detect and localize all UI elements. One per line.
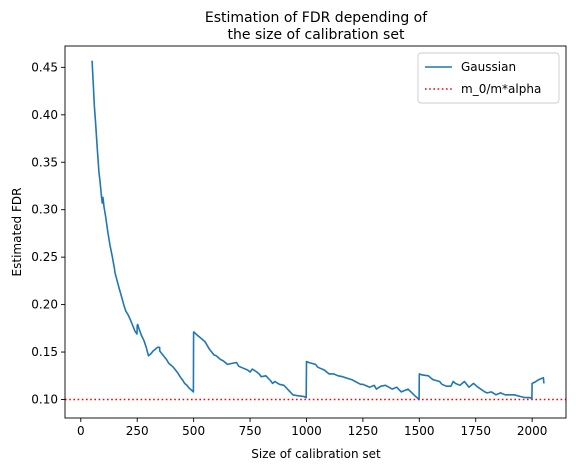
legend-label-threshold: m_0/m*alpha (461, 82, 541, 96)
x-tick-label: 250 (126, 424, 149, 438)
x-tick-label: 500 (182, 424, 205, 438)
y-axis: 0.10 0.15 0.20 0.25 0.30 0.35 0.40 0.45 (31, 60, 65, 406)
axes-frame (64, 45, 567, 419)
legend-box (417, 52, 560, 104)
y-tick-label: 0.35 (31, 155, 58, 169)
plot-area (65, 60, 566, 401)
x-axis-label: Size of calibration set (251, 447, 381, 461)
x-tick-label: 750 (239, 424, 262, 438)
x-tick-label: 1750 (460, 424, 491, 438)
x-tick-label: 1500 (404, 424, 435, 438)
x-tick-label: 0 (77, 424, 85, 438)
y-tick-label: 0.40 (31, 108, 58, 122)
legend: Gaussian m_0/m*alpha (417, 52, 560, 104)
y-tick-label: 0.10 (31, 392, 58, 406)
y-axis-label: Estimated FDR (10, 188, 24, 277)
chart-title-line-1: Estimation of FDR depending of (205, 10, 428, 26)
y-tick-label: 0.25 (31, 250, 58, 264)
y-tick-label: 0.20 (31, 298, 58, 312)
y-tick-label: 0.15 (31, 345, 58, 359)
x-axis: 0 250 500 750 1000 1250 1500 1750 2000 (77, 418, 547, 438)
gaussian-line (91, 60, 545, 401)
x-tick-label: 1250 (348, 424, 379, 438)
chart-title-line-2: the size of calibration set (228, 27, 405, 43)
x-tick-label: 1000 (291, 424, 322, 438)
legend-label-gaussian: Gaussian (461, 60, 516, 74)
x-tick-label: 2000 (517, 424, 548, 438)
y-tick-label: 0.30 (31, 203, 58, 217)
y-tick-label: 0.45 (31, 60, 58, 74)
